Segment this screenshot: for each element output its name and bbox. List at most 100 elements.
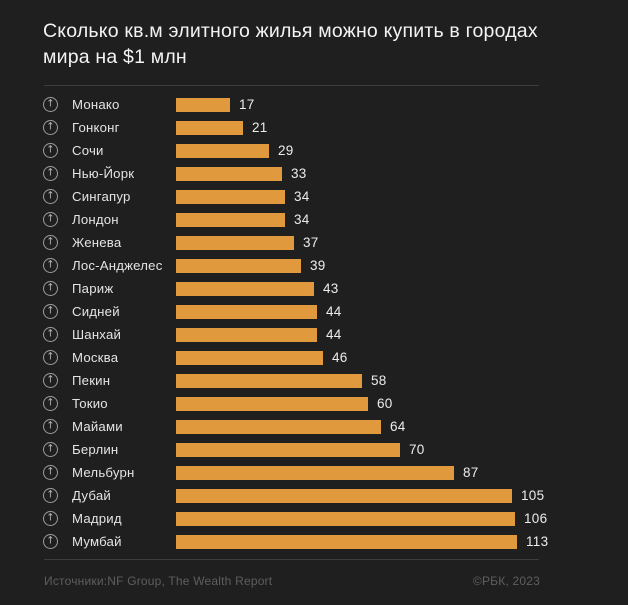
arrow-up-circle-icon: ↑ (43, 97, 58, 112)
arrow-up-circle-icon: ↑ (43, 488, 58, 503)
row-label: Монако (72, 97, 120, 112)
arrow-up-glyph: ↑ (46, 190, 55, 201)
chart-row: ↑ Москва 46 (43, 346, 628, 369)
row-bar-area: 70 (176, 442, 628, 457)
bottom-divider (44, 559, 539, 560)
row-bar-area: 34 (176, 212, 628, 227)
row-bar-area: 34 (176, 189, 628, 204)
row-bar-area: 17 (176, 97, 628, 112)
row-label: Сидней (72, 304, 120, 319)
arrow-up-glyph: ↑ (46, 512, 55, 523)
row-label: Москва (72, 350, 119, 365)
arrow-up-circle-icon: ↑ (43, 281, 58, 296)
copyright-text: ©РБК, 2023 (472, 574, 540, 588)
row-label: Гонконг (72, 120, 120, 135)
chart-row: ↑ Гонконг 21 (43, 116, 628, 139)
arrow-up-circle-icon: ↑ (43, 511, 58, 526)
arrow-up-glyph: ↑ (46, 121, 55, 132)
chart-row: ↑ Монако 17 (43, 93, 628, 116)
row-label: Мадрид (72, 511, 122, 526)
row-bar-area: 113 (176, 534, 628, 549)
row-bar (176, 120, 243, 135)
row-value: 44 (326, 304, 342, 319)
chart-row: ↑ Сочи 29 (43, 139, 628, 162)
row-value: 64 (390, 419, 406, 434)
arrow-up-glyph: ↑ (46, 489, 55, 500)
row-bar (176, 281, 314, 296)
arrow-up-glyph: ↑ (46, 374, 55, 385)
row-label: Лондон (72, 212, 119, 227)
row-bar (176, 235, 294, 250)
arrow-up-circle-icon: ↑ (43, 212, 58, 227)
row-bar (176, 327, 317, 342)
row-value: 70 (409, 442, 425, 457)
row-bar-area: 43 (176, 281, 628, 296)
arrow-up-circle-icon: ↑ (43, 327, 58, 342)
row-value: 113 (526, 534, 549, 549)
arrow-up-glyph: ↑ (46, 443, 55, 454)
arrow-up-glyph: ↑ (46, 167, 55, 178)
row-bar (176, 465, 454, 480)
chart-row: ↑ Мумбай 113 (43, 530, 628, 553)
row-label: Сингапур (72, 189, 131, 204)
row-bar-area: 44 (176, 327, 628, 342)
chart-row: ↑ Майами 64 (43, 415, 628, 438)
row-value: 39 (310, 258, 326, 273)
arrow-up-circle-icon: ↑ (43, 304, 58, 319)
arrow-up-glyph: ↑ (46, 236, 55, 247)
row-bar (176, 396, 368, 411)
arrow-up-glyph: ↑ (46, 259, 55, 270)
row-bar-area: 64 (176, 419, 628, 434)
arrow-up-glyph: ↑ (46, 466, 55, 477)
row-value: 105 (521, 488, 545, 503)
chart-row: ↑ Нью-Йорк 33 (43, 162, 628, 185)
row-bar (176, 419, 381, 434)
arrow-up-circle-icon: ↑ (43, 419, 58, 434)
arrow-up-circle-icon: ↑ (43, 235, 58, 250)
row-label: Сочи (72, 143, 104, 158)
chart-row: ↑ Лондон 34 (43, 208, 628, 231)
chart-row: ↑ Сингапур 34 (43, 185, 628, 208)
row-value: 60 (377, 396, 393, 411)
row-value: 87 (463, 465, 479, 480)
row-bar-area: 29 (176, 143, 628, 158)
chart-row: ↑ Шанхай 44 (43, 323, 628, 346)
row-bar-area: 44 (176, 304, 628, 319)
arrow-up-circle-icon: ↑ (43, 166, 58, 181)
row-bar (176, 97, 230, 112)
row-value: 58 (371, 373, 387, 388)
arrow-up-circle-icon: ↑ (43, 534, 58, 549)
arrow-up-glyph: ↑ (46, 351, 55, 362)
row-bar (176, 350, 323, 365)
chart-row: ↑ Лос-Анджелес 39 (43, 254, 628, 277)
arrow-up-circle-icon: ↑ (43, 143, 58, 158)
arrow-up-glyph: ↑ (46, 98, 55, 109)
chart-row: ↑ Берлин 70 (43, 438, 628, 461)
row-bar-area: 33 (176, 166, 628, 181)
row-value: 34 (294, 212, 310, 227)
arrow-up-circle-icon: ↑ (43, 373, 58, 388)
arrow-up-circle-icon: ↑ (43, 350, 58, 365)
row-bar (176, 143, 269, 158)
row-value: 29 (278, 143, 294, 158)
row-value: 33 (291, 166, 307, 181)
row-value: 43 (323, 281, 339, 296)
chart-row: ↑ Мельбурн 87 (43, 461, 628, 484)
row-label: Дубай (72, 488, 111, 503)
row-value: 37 (303, 235, 319, 250)
row-label: Женева (72, 235, 122, 250)
arrow-up-circle-icon: ↑ (43, 465, 58, 480)
chart-row: ↑ Париж 43 (43, 277, 628, 300)
row-bar-area: 87 (176, 465, 628, 480)
arrow-up-circle-icon: ↑ (43, 120, 58, 135)
row-bar (176, 442, 400, 457)
row-value: 44 (326, 327, 342, 342)
row-bar-area: 37 (176, 235, 628, 250)
chart-row: ↑ Дубай 105 (43, 484, 628, 507)
row-label: Пекин (72, 373, 111, 388)
row-value: 46 (332, 350, 348, 365)
chart-footer: Источники:NF Group, The Wealth Report ©Р… (44, 574, 540, 588)
row-label: Мельбурн (72, 465, 135, 480)
row-bar (176, 258, 301, 273)
row-value: 17 (239, 97, 255, 112)
